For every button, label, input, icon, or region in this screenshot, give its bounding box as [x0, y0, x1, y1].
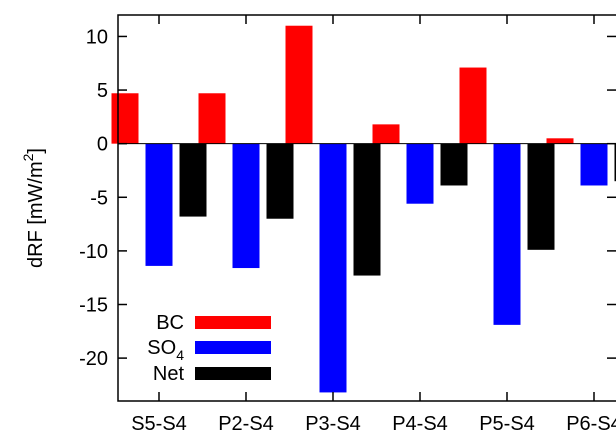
plot-frame: [117, 14, 616, 402]
y-tick-label: 10: [86, 26, 108, 48]
bar-bc-p5-s4: [459, 67, 487, 144]
bar-so4-p5-s4: [493, 143, 521, 325]
y-tick-label: 0: [97, 134, 108, 156]
y-axis-title-end: ]: [25, 148, 47, 154]
y-axis-title-main: dRF [mW/m: [25, 161, 47, 268]
x-tick-label: P6-S4: [566, 413, 616, 435]
ticks-layer: 10 5 0 -5 -10 -15 -20 S5-S4 P2-S4 P3-S4 P4-S4 P5-S4…: [79, 15, 616, 435]
y-tick-label: -15: [79, 295, 108, 317]
legend-swatch-net: [195, 367, 271, 380]
bar-bc-s5-s4: [111, 93, 139, 144]
legend-label-bc: BC: [156, 312, 184, 334]
bar-net-s5-s4: [179, 143, 207, 217]
x-tick-label: P4-S4: [392, 413, 448, 435]
bar-bc-p4-s4: [372, 124, 400, 144]
x-tick-label: P3-S4: [305, 413, 361, 435]
bar-net-p6-s4: [614, 143, 616, 182]
legend-swatch-bc: [195, 316, 271, 329]
legend-swatch-so4: [195, 341, 271, 354]
bar-so4-p3-s4: [319, 143, 347, 393]
legend-label-so4: SO4: [147, 337, 184, 363]
bar-net-p2-s4: [266, 143, 294, 219]
y-tick-label: 5: [97, 80, 108, 102]
y-tick-label: -10: [79, 241, 108, 263]
y-axis-title-sup: 2: [20, 153, 36, 161]
bar-so4-s5-s4: [145, 143, 173, 266]
bar-so4-p6-s4: [580, 143, 608, 186]
y-tick-label: -20: [79, 348, 108, 370]
x-tick-label: P2-S4: [218, 413, 274, 435]
legend-label-net: Net: [153, 363, 185, 385]
y-tick-label: -5: [90, 187, 108, 209]
bars-layer: [111, 25, 616, 393]
bar-net-p5-s4: [527, 143, 555, 250]
bar-net-p3-s4: [353, 143, 381, 276]
x-tick-label: S5-S4: [131, 413, 187, 435]
bar-bc-p6-s4: [546, 138, 574, 144]
bar-so4-p4-s4: [406, 143, 434, 204]
bar-net-p4-s4: [440, 143, 468, 186]
bar-so4-p2-s4: [232, 143, 260, 269]
y-axis-title: dRF [mW/m2]: [20, 148, 47, 268]
bar-bc-p2-s4: [198, 93, 226, 144]
x-tick-label: P5-S4: [479, 413, 535, 435]
bar-bc-p3-s4: [285, 25, 313, 144]
